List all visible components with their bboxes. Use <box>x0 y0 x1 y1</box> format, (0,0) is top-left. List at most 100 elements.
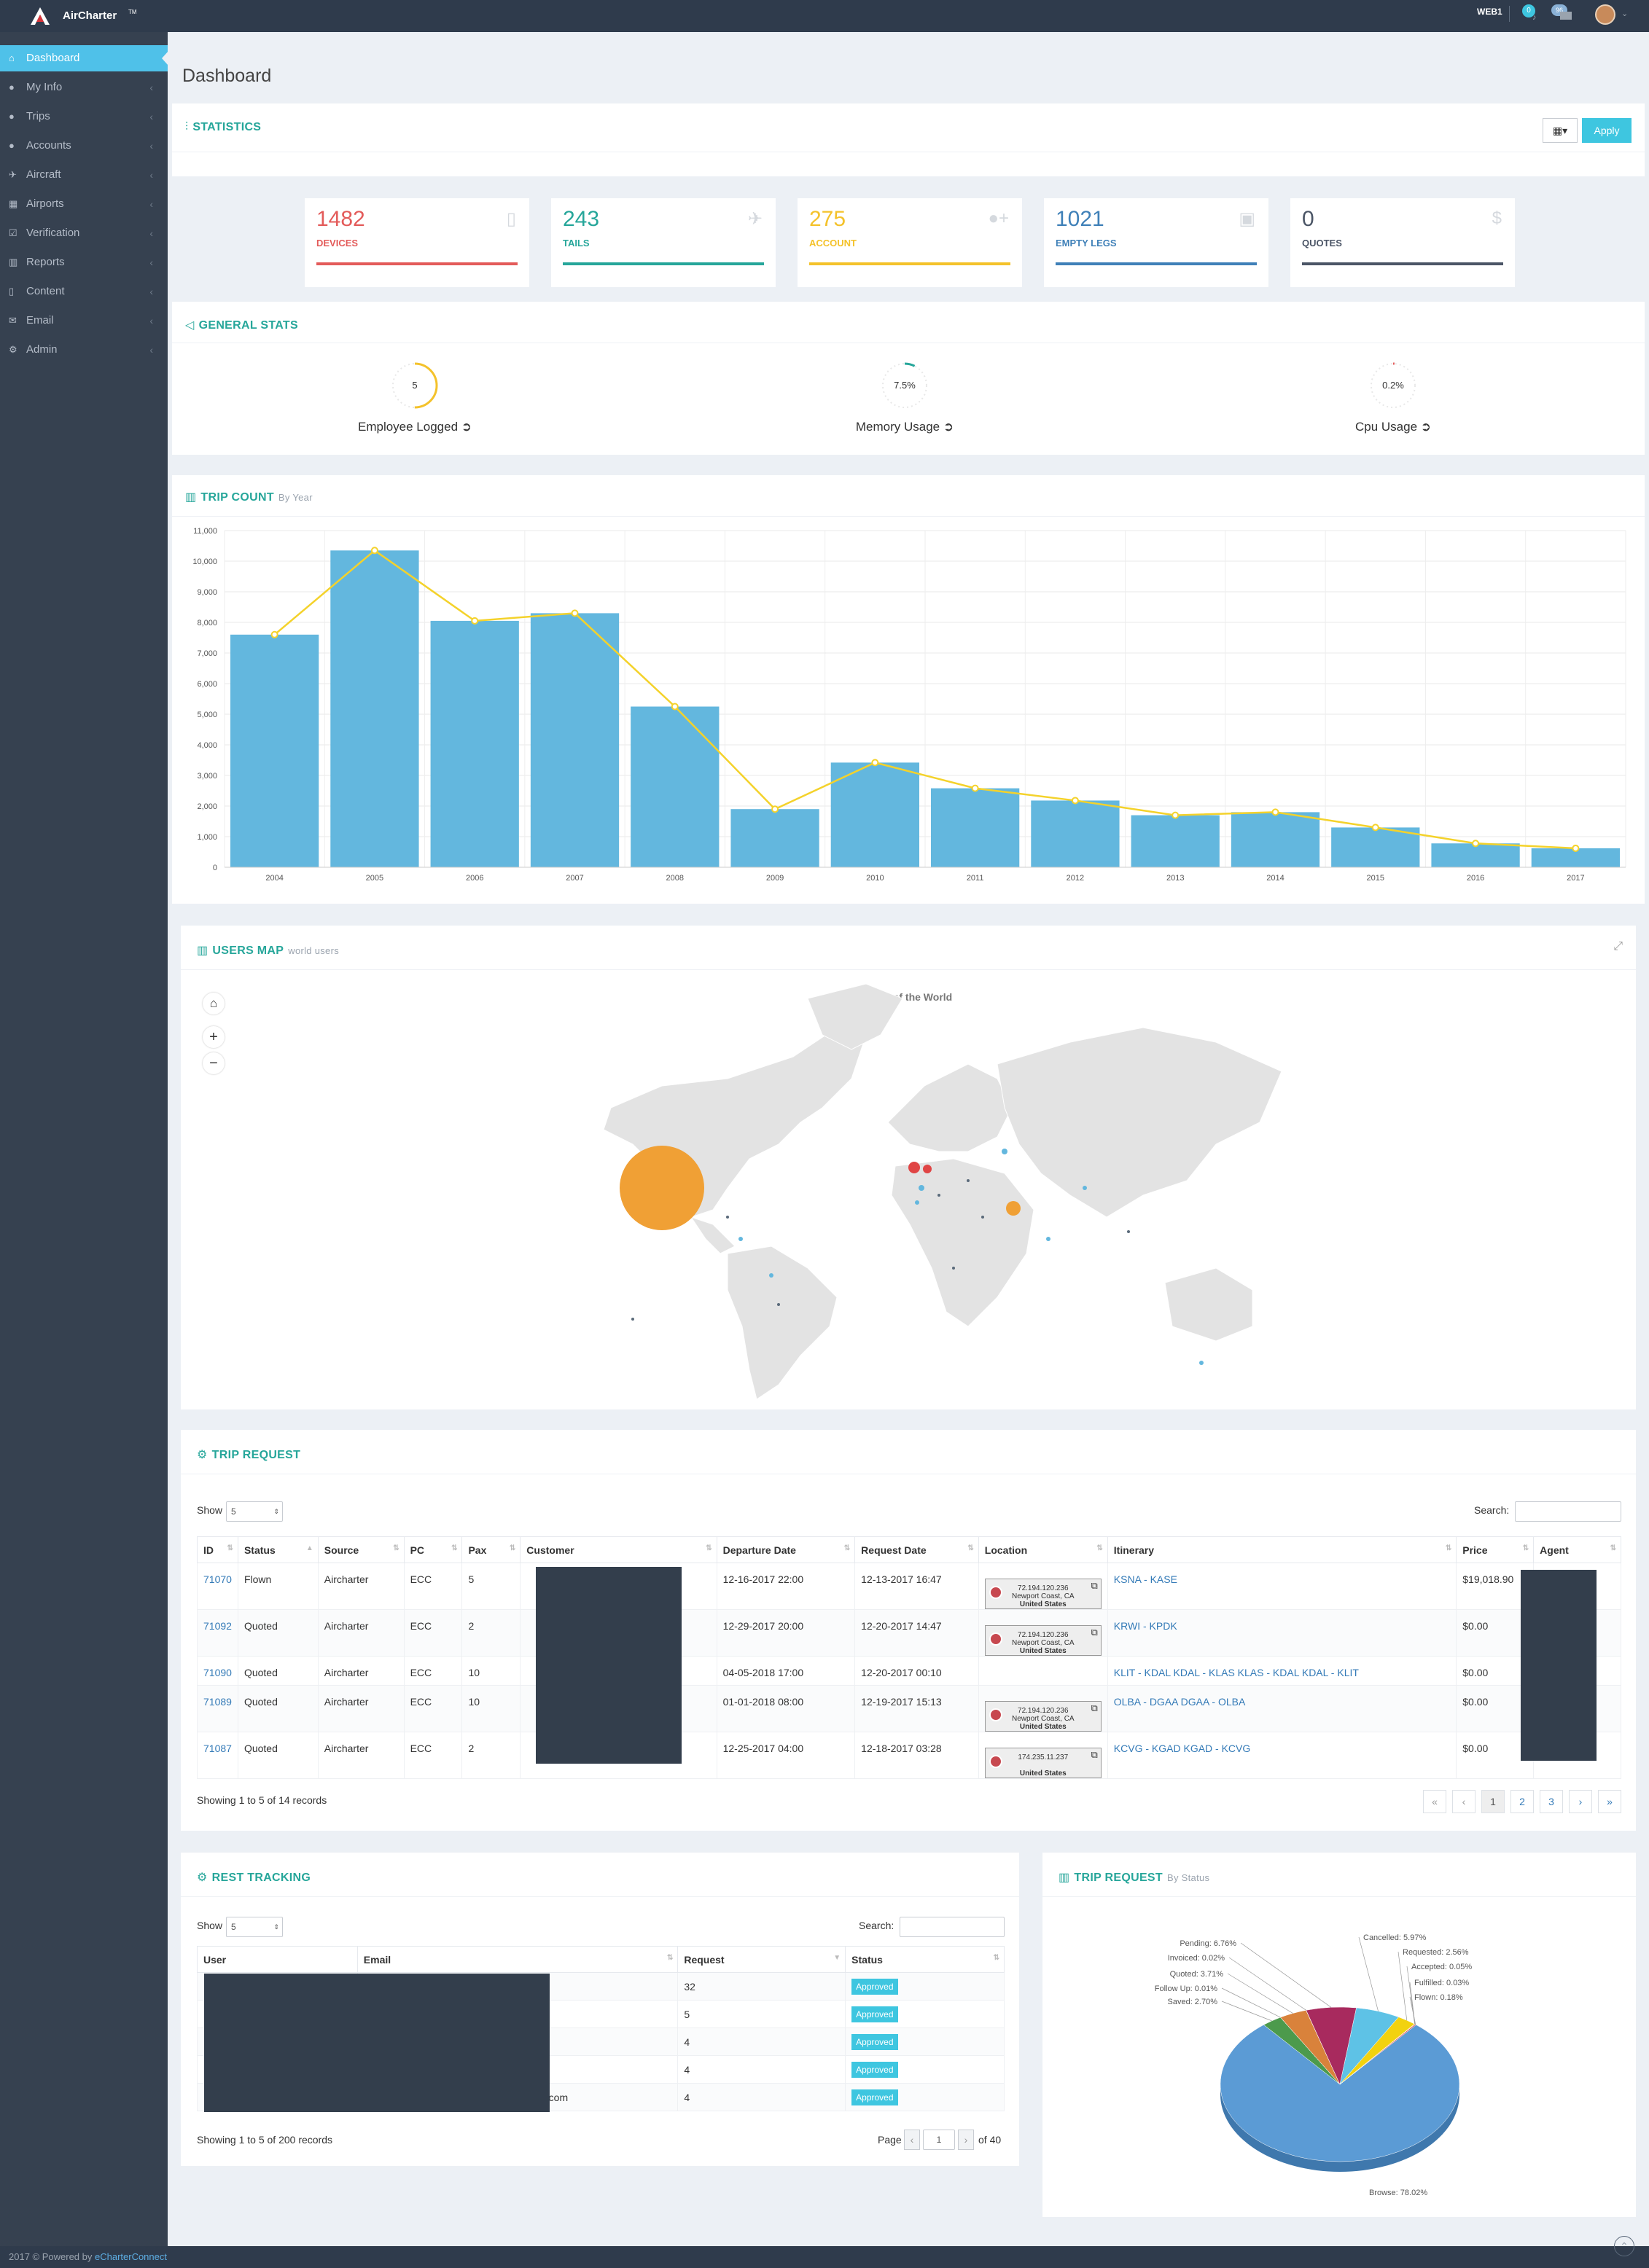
footer-text: 2017 © Powered by <box>9 2251 95 2262</box>
column-header[interactable]: User <box>197 1946 358 1973</box>
page-size-select[interactable]: 5 ⇕ <box>226 1501 283 1522</box>
table-row[interactable]: 71090 Quoted Aircharter ECC 10 04-05-2018 17:… <box>197 1656 1621 1686</box>
pie-leader-line <box>1240 1942 1332 2008</box>
column-header[interactable]: Email ⇅ <box>356 1946 679 1973</box>
apply-button[interactable]: Apply <box>1582 118 1632 143</box>
column-header[interactable]: Departure Date ⇅ <box>716 1536 856 1563</box>
itinerary-link[interactable]: KRWI - KPDK <box>1113 1620 1177 1632</box>
footer-link[interactable]: eCharterConnect <box>94 2251 167 2262</box>
scroll-top-button[interactable]: ⌃ <box>1614 2236 1634 2256</box>
stat-card-empty-legs[interactable]: 1021 EMPTY LEGS ▣ <box>1044 198 1268 287</box>
pie-label: Browse: 78.02% <box>1369 2189 1427 2197</box>
sidebar-item-dashboard[interactable]: ⌂ Dashboard <box>0 45 168 71</box>
zoom-in-button[interactable]: + <box>203 1026 225 1048</box>
trip-pax: 5 <box>468 1573 475 1585</box>
brand-name[interactable]: AirCharter <box>63 9 117 22</box>
sidebar-item-admin[interactable]: ⚙ Admin ‹ <box>0 337 168 363</box>
column-header[interactable]: Itinerary ⇅ <box>1107 1536 1457 1563</box>
username[interactable]: WEB1 <box>1477 7 1502 17</box>
sidebar-item-trips[interactable]: ● Trips ‹ <box>0 103 168 130</box>
stat-card-tails[interactable]: 243 TAILS ✈ <box>551 198 776 287</box>
avatar[interactable] <box>1595 4 1615 25</box>
column-header[interactable]: Price ⇅ <box>1456 1536 1535 1563</box>
home-icon[interactable]: ⌂ <box>203 993 225 1014</box>
itinerary-link[interactable]: OLBA - DGAA DGAA - OLBA <box>1113 1696 1246 1708</box>
table-row[interactable]: 71087 Quoted Aircharter ECC 2 12-25-2017 04:0… <box>197 1732 1621 1779</box>
trip-price: $19,018.90 <box>1462 1573 1514 1585</box>
notification-badge[interactable]: 0 <box>1522 4 1535 17</box>
stat-card-account[interactable]: 275 ACCOUNT ●+ <box>798 198 1022 287</box>
sidebar-item-aircraft[interactable]: ✈ Aircraft ‹ <box>0 162 168 188</box>
location-widget[interactable]: ⧉ 174.235.11.237 United States <box>984 1748 1102 1778</box>
map-point <box>726 1216 729 1219</box>
zoom-out-button[interactable]: − <box>203 1052 225 1074</box>
trip-id-link[interactable]: 71092 <box>203 1620 232 1632</box>
arrow-circle-icon: ➲ <box>943 420 954 434</box>
dollar-icon: $ <box>1492 208 1502 228</box>
page-button[interactable]: ‹ <box>1452 1790 1475 1813</box>
envelope-icon[interactable] <box>1560 12 1572 20</box>
request-date: 12-19-2017 15:13 <box>861 1696 942 1708</box>
search-input[interactable] <box>1515 1501 1621 1522</box>
chevron-left-icon: ‹ <box>149 82 153 93</box>
sidebar-item-accounts[interactable]: ● Accounts ‹ <box>0 133 168 159</box>
trip-id-link[interactable]: 71070 <box>203 1573 232 1585</box>
bell-icon[interactable]: ♪ <box>1532 13 1537 22</box>
sidebar-item-label: Dashboard <box>26 52 80 64</box>
page-button[interactable]: « <box>1423 1790 1446 1813</box>
trip-id-link[interactable]: 71090 <box>203 1667 232 1678</box>
show-label: Show <box>197 1504 223 1516</box>
column-header[interactable]: Status ⇅ <box>845 1946 1005 1973</box>
column-header[interactable]: Agent ⇅ <box>1533 1536 1621 1563</box>
chevron-down-icon[interactable]: ⌄ <box>1621 9 1629 18</box>
search-input[interactable] <box>900 1917 1005 1937</box>
next-page-button[interactable]: › <box>958 2130 974 2150</box>
column-header[interactable]: Status ▲ <box>237 1536 319 1563</box>
itinerary-link[interactable]: KLIT - KDAL KDAL - KLAS KLAS - KDAL KDAL… <box>1113 1667 1359 1678</box>
sidebar-item-reports[interactable]: ▥ Reports ‹ <box>0 249 168 275</box>
itinerary-link[interactable]: KSNA - KASE <box>1113 1573 1177 1585</box>
stat-card-devices[interactable]: 1482 DEVICES ▯ <box>305 198 529 287</box>
page-button[interactable]: › <box>1569 1790 1592 1813</box>
gauge-label-cpu-usage[interactable]: Cpu Usage ➲ <box>1354 420 1432 434</box>
gauge-label-employee-logged[interactable]: Employee Logged ➲ <box>357 420 472 434</box>
prev-page-button[interactable]: ‹ <box>904 2130 920 2150</box>
trip-id-link[interactable]: 71089 <box>203 1696 232 1708</box>
column-header[interactable]: Request ▼ <box>677 1946 846 1973</box>
world-map[interactable] <box>560 977 1289 1407</box>
page-size-select[interactable]: 5 ⇕ <box>226 1917 283 1937</box>
stat-card-quotes[interactable]: 0 QUOTES $ <box>1290 198 1515 287</box>
page-button[interactable]: 2 <box>1510 1790 1534 1813</box>
external-link-icon: ⧉ <box>1091 1749 1098 1760</box>
page-button[interactable]: 3 <box>1540 1790 1563 1813</box>
date-range-button[interactable]: ▦▾ <box>1543 118 1578 143</box>
location-widget[interactable]: ⧉ 72.194.120.236 Newport Coast, CA United S… <box>984 1625 1102 1656</box>
column-header[interactable]: Pax ⇅ <box>461 1536 521 1563</box>
column-header[interactable]: Customer ⇅ <box>520 1536 717 1563</box>
column-header[interactable]: PC ⇅ <box>403 1536 463 1563</box>
sidebar-item-my-info[interactable]: ● My Info ‹ <box>0 74 168 101</box>
column-header[interactable]: Source ⇅ <box>317 1536 405 1563</box>
expand-icon[interactable]: ⤢ <box>1613 940 1623 953</box>
page-button[interactable]: » <box>1598 1790 1621 1813</box>
location-widget[interactable]: ⧉ 72.194.120.236 Newport Coast, CA United S… <box>984 1701 1102 1732</box>
location-widget[interactable]: ⧉ 72.194.120.236 Newport Coast, CA United S… <box>984 1579 1102 1609</box>
sidebar-item-verification[interactable]: ☑ Verification ‹ <box>0 220 168 246</box>
page-button[interactable]: 1 <box>1481 1790 1505 1813</box>
sidebar-item-content[interactable]: ▯ Content ‹ <box>0 278 168 305</box>
y-tick-label: 10,000 <box>192 558 217 566</box>
gauge-label-memory-usage[interactable]: Memory Usage ➲ <box>855 420 954 434</box>
itinerary-link[interactable]: KCVG - KGAD KGAD - KCVG <box>1113 1743 1251 1754</box>
trip-id-link[interactable]: 71087 <box>203 1743 232 1754</box>
bar-2006 <box>430 620 519 867</box>
sidebar-item-email[interactable]: ✉ Email ‹ <box>0 308 168 334</box>
page-input[interactable]: 1 <box>923 2130 955 2150</box>
column-header[interactable]: ID ⇅ <box>197 1536 238 1563</box>
column-header[interactable]: Request Date ⇅ <box>854 1536 979 1563</box>
table-row[interactable]: 71070 Flown Aircharter ECC 5 12-16-2017 22:00… <box>197 1563 1621 1610</box>
table-row[interactable]: 71089 Quoted Aircharter ECC 10 01-01-2018 08:… <box>197 1685 1621 1732</box>
sort-icon: ⇅ <box>1522 1544 1529 1552</box>
column-header[interactable]: Location ⇅ <box>978 1536 1108 1563</box>
sidebar-item-airports[interactable]: ▦ Airports ‹ <box>0 191 168 217</box>
table-row[interactable]: 71092 Quoted Aircharter ECC 2 12-29-2017 20:0… <box>197 1609 1621 1657</box>
